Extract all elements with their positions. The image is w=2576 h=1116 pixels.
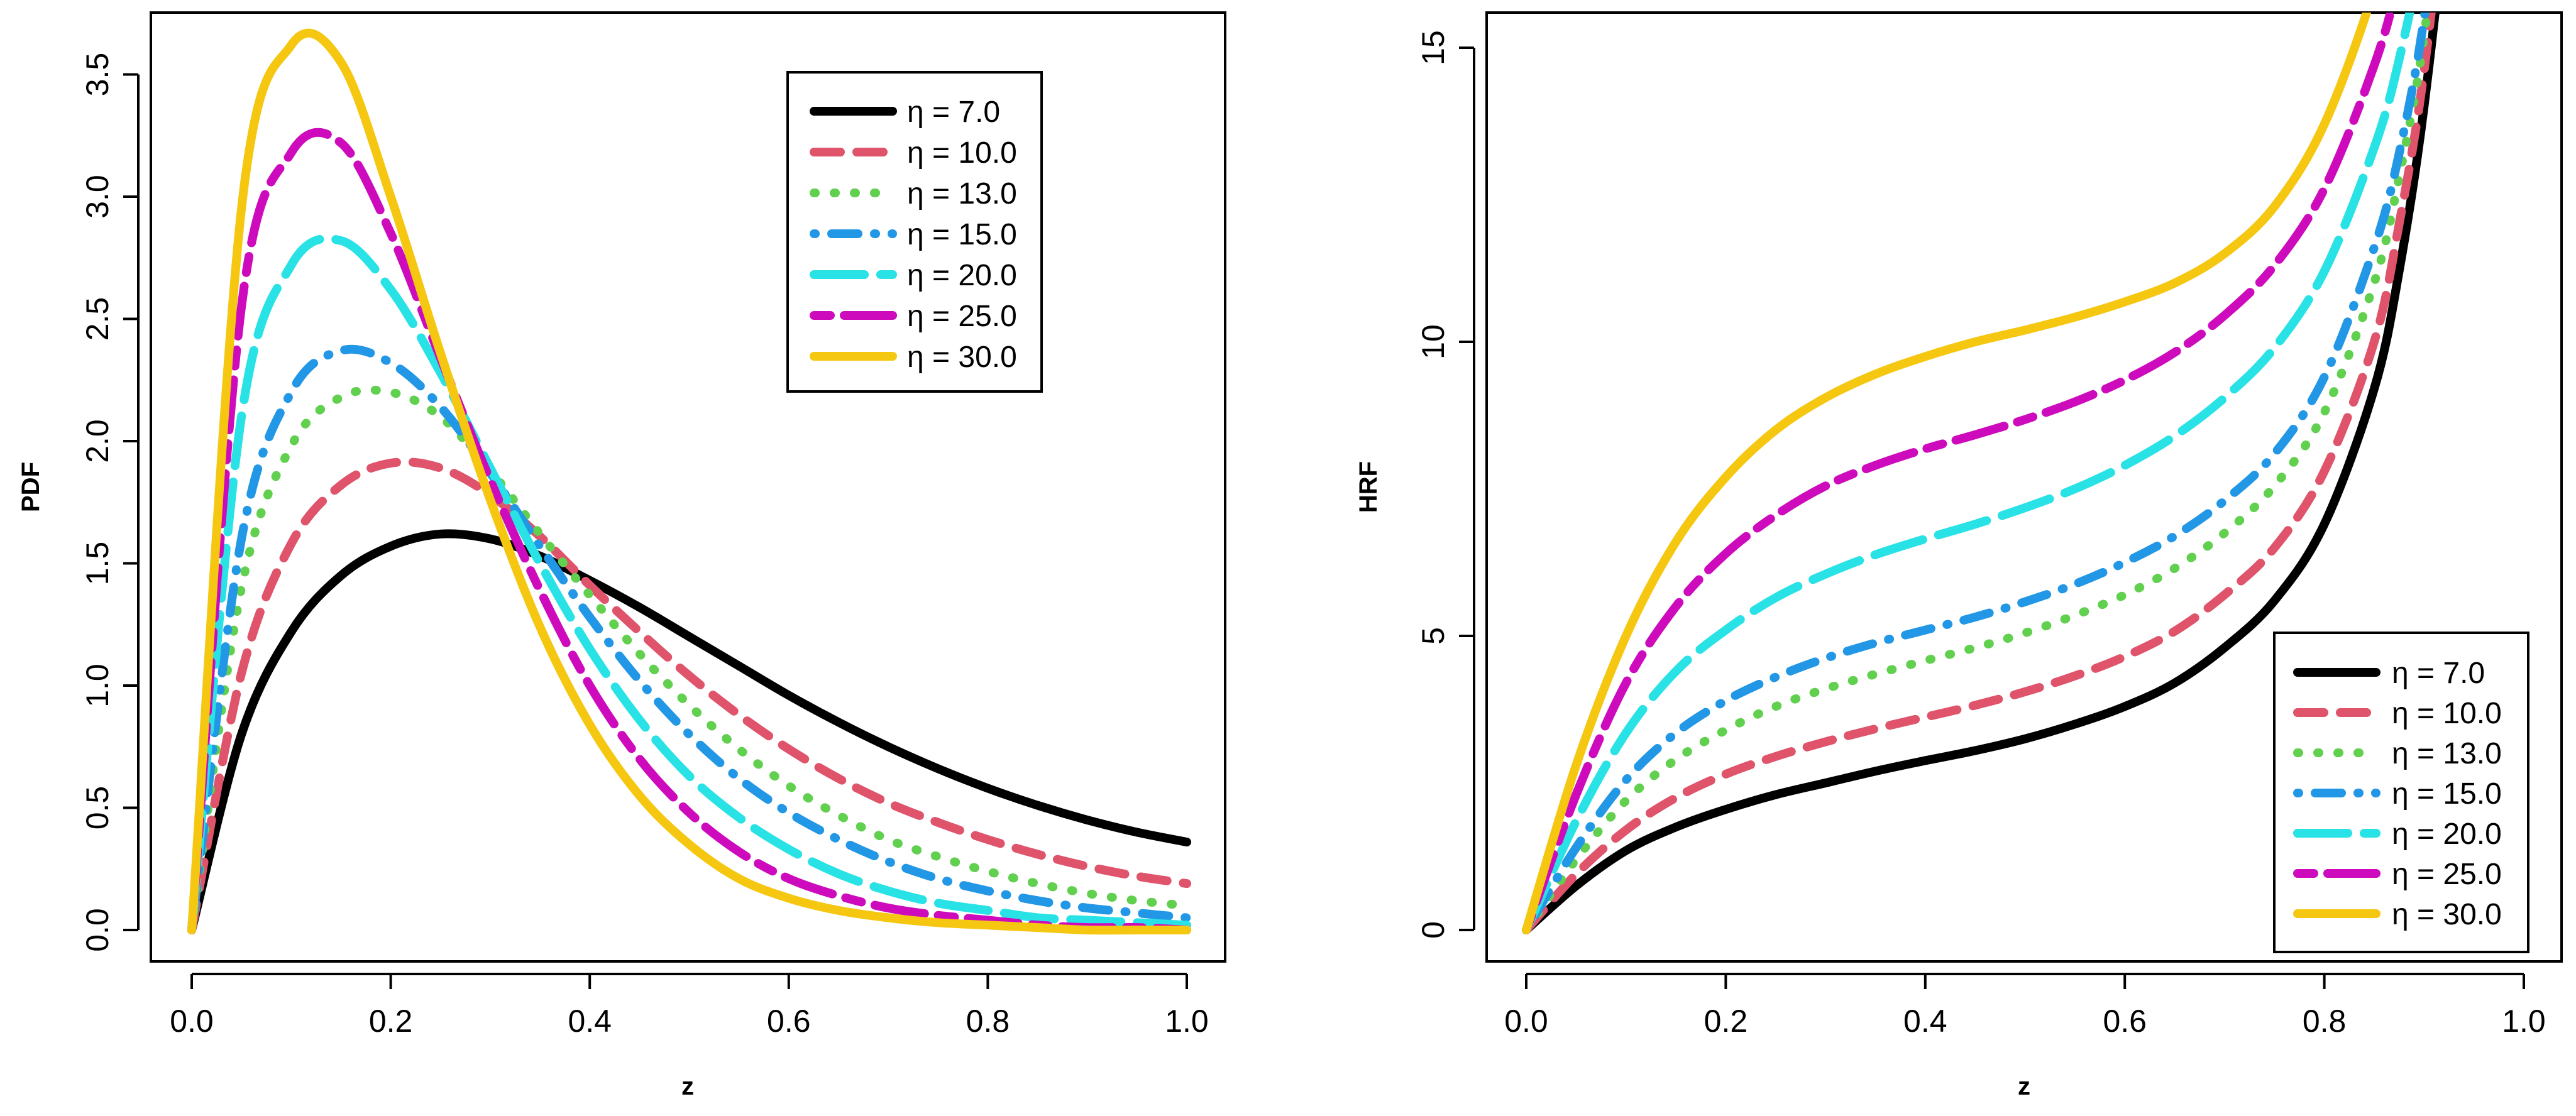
pdf-legend: η = 7.0 η = 10.0 η = 13.0 η = 15.0 η = 20.0 η… [786,71,1043,393]
pdf-series-line-1 [187,457,1191,934]
pdf-y-tick-label: 3.5 [80,53,115,97]
hrf-series-line-3 [1522,13,2430,934]
pdf-legend-label-1: η = 10.0 [907,136,1017,170]
pdf-x-tick-label: 0.2 [369,1004,413,1039]
hrf-legend-label-5: η = 25.0 [2392,858,2502,891]
pdf-series-line-5 [187,128,1191,934]
pdf-x-tick-label: 0.0 [170,1004,214,1039]
hrf-series-group [1522,13,2440,934]
hrf-y-axis-label: HRF [1355,461,1382,513]
hrf-legend-label-0: η = 7.0 [2392,657,2485,690]
pdf-series-line-4 [187,234,1191,934]
hrf-legend-label-1: η = 10.0 [2392,697,2502,730]
hrf-series-line-6 [1522,13,2372,934]
hrf-plot-frame [1485,11,2563,963]
pdf-x-tick-label: 0.6 [767,1004,811,1039]
pdf-y-axis-label: PDF [17,462,45,512]
pdf-y-tick-label: 1.0 [80,664,115,708]
hrf-y-tick-label: 5 [1416,627,1451,645]
hrf-x-tick-label: 0.0 [1504,1004,1548,1039]
hrf-legend-label-3: η = 15.0 [2392,777,2502,811]
hrf-y-tick-label: 10 [1416,324,1451,359]
pdf-x-axis: 0.0 0.2 0.4 0.6 0.8 1.0 [170,973,1209,1039]
hrf-legend-label-2: η = 13.0 [2392,737,2502,770]
hrf-y-axis: 0 5 10 15 [1416,30,1475,939]
pdf-series-line-3 [187,344,1191,934]
hrf-x-tick-label: 1.0 [2502,1004,2546,1039]
pdf-y-tick-label: 1.5 [80,542,115,586]
hrf-series-line-4 [1522,13,2414,934]
pdf-legend-label-2: η = 13.0 [907,177,1017,211]
hrf-legend-label-4: η = 20.0 [2392,818,2502,851]
hrf-x-axis: 0.0 0.2 0.4 0.6 0.8 1.0 [1504,973,2546,1039]
pdf-legend-label-4: η = 20.0 [907,259,1017,292]
pdf-y-tick-label: 2.0 [80,419,115,463]
hrf-series-line-0 [1522,13,2440,934]
hrf-series-line-2 [1522,13,2432,934]
pdf-x-tick-label: 0.8 [966,1004,1010,1039]
hrf-x-axis-label: z [2018,1073,2030,1100]
pdf-panel: 0.0 0.2 0.4 0.6 0.8 1.0 0.0 0.5 1.0 1.5 2.0 2.5 3.0… [17,11,1226,1100]
pdf-y-tick-label: 3.0 [80,175,115,219]
hrf-y-tick-label: 0 [1416,921,1451,939]
pdf-y-axis: 0.0 0.5 1.0 1.5 2.0 2.5 3.0 3.5 [80,53,140,952]
pdf-y-tick-label: 2.5 [80,297,115,341]
pdf-x-tick-label: 0.4 [568,1004,612,1039]
hrf-x-tick-label: 0.4 [1903,1004,1947,1039]
pdf-plot-frame [150,11,1226,963]
hrf-legend-label-6: η = 30.0 [2392,898,2502,931]
hrf-x-tick-label: 0.2 [1704,1004,1748,1039]
pdf-legend-label-0: η = 7.0 [907,96,1000,129]
pdf-legend-label-3: η = 15.0 [907,218,1017,251]
pdf-x-tick-label: 1.0 [1165,1004,1209,1039]
pdf-x-axis-label: z [681,1073,694,1100]
hrf-x-tick-label: 0.8 [2303,1004,2347,1039]
pdf-series-line-0 [187,529,1191,934]
pdf-legend-label-6: η = 30.0 [907,341,1017,374]
pdf-y-tick-label: 0.5 [80,786,115,830]
pdf-series-line-6 [187,28,1191,935]
hrf-x-tick-label: 0.6 [2103,1004,2147,1039]
pdf-legend-label-5: η = 25.0 [907,300,1017,333]
hrf-legend: η = 7.0 η = 10.0 η = 13.0 η = 15.0 η = 20.0 η… [2273,632,2529,953]
hrf-y-tick-label: 15 [1416,30,1451,65]
pdf-y-tick-label: 0.0 [80,908,115,952]
hrf-series-line-1 [1522,13,2436,934]
pdf-series-group [187,28,1191,935]
hrf-series-line-5 [1522,13,2396,934]
